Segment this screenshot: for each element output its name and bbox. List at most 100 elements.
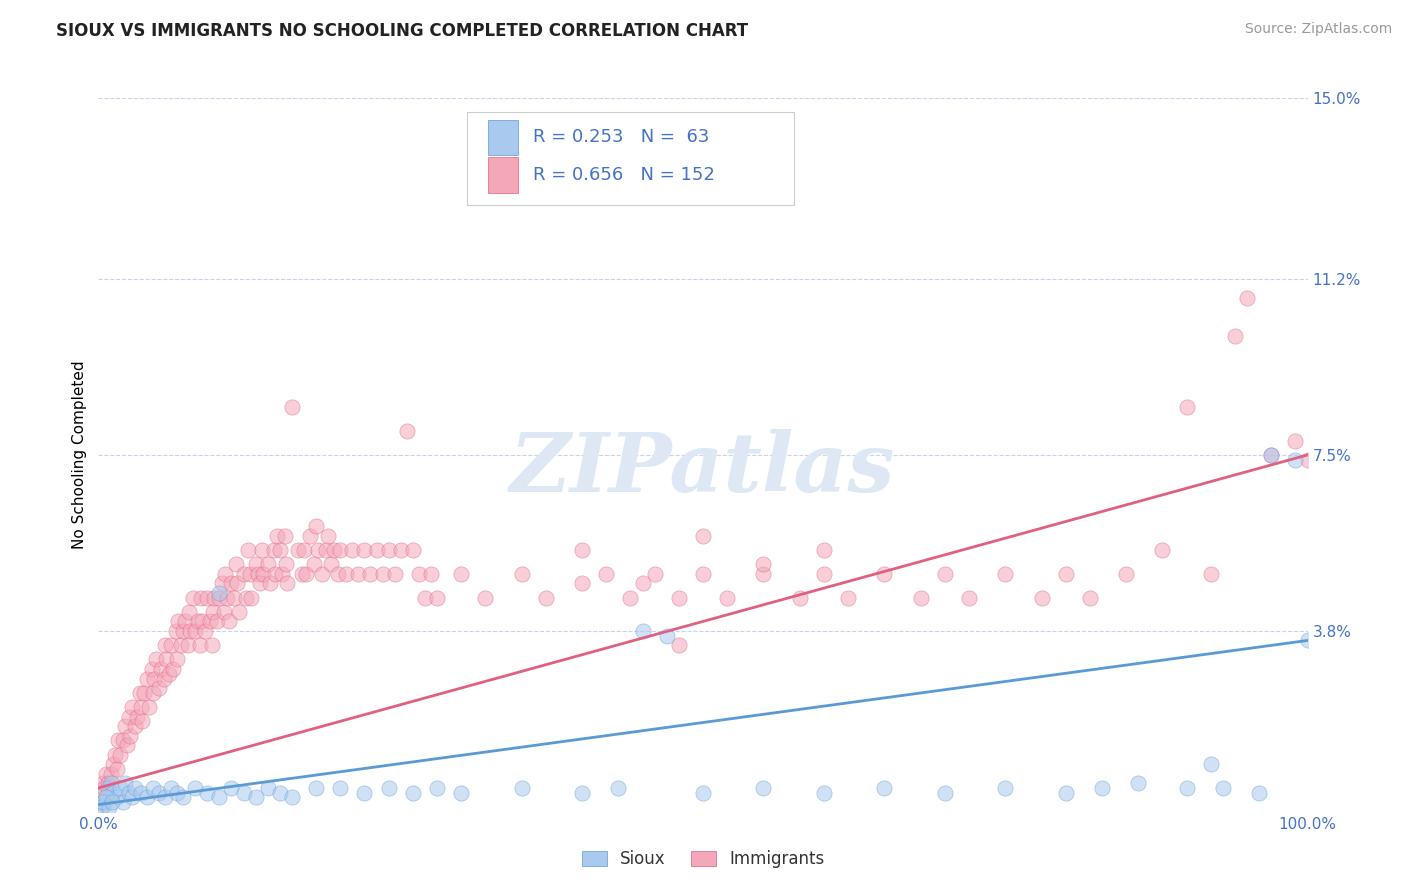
Point [371,566,394,581]
Point [752,566,775,581]
Point [1115,566,1137,581]
Point [172,624,194,638]
Point [329,543,352,558]
Point [353,543,375,558]
Point [157,666,180,681]
Point [134,686,156,700]
Point [105,762,128,776]
Point [263,543,285,558]
Point [118,709,141,723]
Point [273,529,295,543]
Point [208,591,231,605]
Point [305,780,328,795]
Point [100,766,122,780]
Point [1284,452,1306,467]
Text: R = 0.253   N =  63: R = 0.253 N = 63 [533,128,709,146]
Point [287,543,309,558]
Point [128,686,150,700]
Point [510,780,533,795]
Point [315,543,337,558]
Point [1236,291,1258,305]
Point [121,790,143,805]
Point [384,566,406,581]
Point [366,543,388,558]
Point [389,543,412,558]
Point [145,652,167,666]
Point [127,709,149,723]
Point [245,790,267,805]
Point [249,576,271,591]
Point [155,652,177,666]
Point [752,780,775,795]
Point [169,638,191,652]
Point [181,591,204,605]
Point [118,786,141,800]
Point [269,786,291,800]
Point [97,776,120,790]
Point [245,558,267,572]
Point [205,615,228,629]
Point [692,566,714,581]
Point [1260,448,1282,462]
Point [264,566,287,581]
Point [195,591,218,605]
Point [215,591,238,605]
Point [121,700,143,714]
Point [172,790,194,805]
Point [124,780,146,795]
Point [619,591,641,605]
Point [1152,543,1174,558]
Point [450,786,472,800]
Point [595,566,617,581]
Point [281,790,304,805]
Point [426,780,449,795]
Point [716,591,738,605]
Point [114,719,136,733]
Point [1296,452,1319,467]
Point [813,543,835,558]
Point [228,605,250,619]
Point [247,566,270,581]
Legend: Sioux, Immigrants: Sioux, Immigrants [575,844,831,875]
Bar [488,157,517,193]
Text: SIOUX VS IMMIGRANTS NO SCHOOLING COMPLETED CORRELATION CHART: SIOUX VS IMMIGRANTS NO SCHOOLING COMPLET… [56,22,748,40]
Point [232,566,254,581]
Point [90,786,112,800]
Text: R = 0.656   N = 152: R = 0.656 N = 152 [533,166,714,184]
Point [299,529,322,543]
Point [190,591,212,605]
Point [259,576,281,591]
Point [426,591,449,605]
Point [329,780,352,795]
Point [934,566,956,581]
Point [360,566,382,581]
Point [295,566,318,581]
Point [994,566,1017,581]
Point [184,624,207,638]
Point [873,566,896,581]
Point [111,733,134,747]
Point [957,591,980,605]
Point [148,681,170,695]
Point [813,566,835,581]
Text: ZIPatlas: ZIPatlas [510,429,896,509]
Point [692,786,714,800]
Point [177,638,200,652]
Point [450,566,472,581]
Point [1260,448,1282,462]
Point [98,800,121,814]
Point [235,591,257,605]
Point [108,747,131,762]
Point [100,795,122,809]
Point [571,543,593,558]
Point [160,638,183,652]
Point [534,591,557,605]
Point [194,624,217,638]
Point [135,790,157,805]
Point [420,566,443,581]
Point [148,786,170,800]
Point [266,529,288,543]
Point [1212,780,1234,795]
Point [208,586,231,600]
Point [994,780,1017,795]
